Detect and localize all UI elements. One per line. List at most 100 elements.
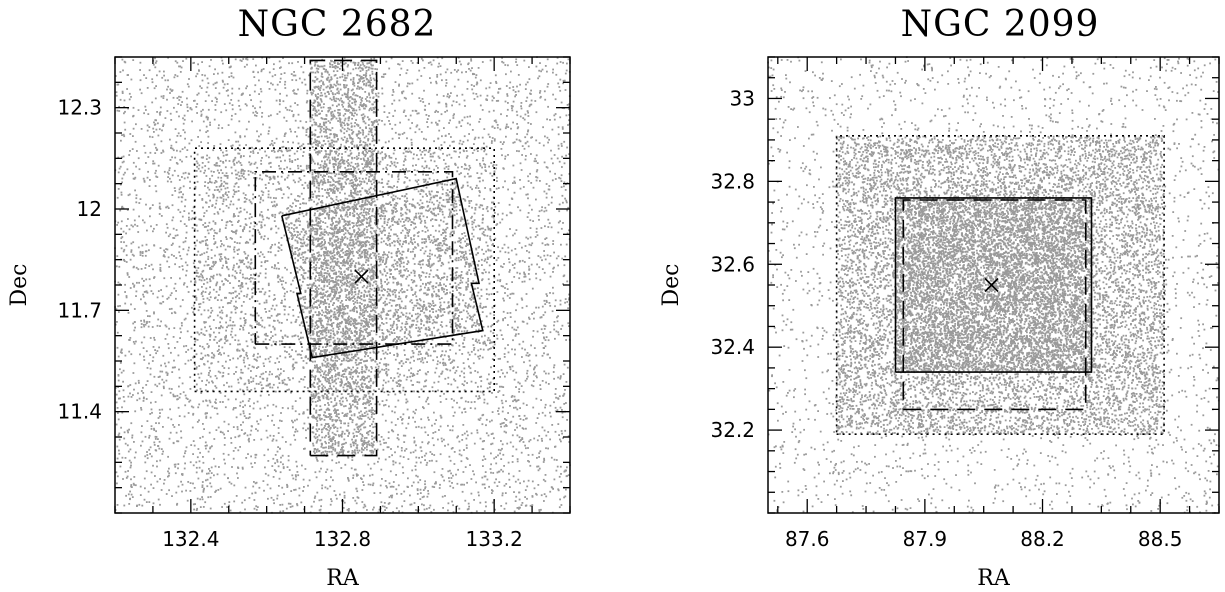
star-point xyxy=(163,254,165,257)
star-point xyxy=(335,100,337,103)
star-point xyxy=(467,243,469,246)
star-point xyxy=(163,70,165,73)
star-point xyxy=(185,156,188,158)
star-point xyxy=(560,480,563,483)
star-point xyxy=(558,506,561,509)
star-point xyxy=(151,136,154,138)
star-point xyxy=(292,309,294,311)
star-point xyxy=(149,284,151,287)
star-point xyxy=(398,316,400,319)
star-point xyxy=(315,476,318,479)
star-point xyxy=(454,150,457,153)
star-point xyxy=(481,335,483,338)
star-point xyxy=(522,419,525,421)
star-point xyxy=(115,94,118,97)
star-point xyxy=(449,215,452,218)
star-point xyxy=(143,355,145,358)
star-point xyxy=(152,230,154,233)
star-point xyxy=(391,174,393,177)
star-point xyxy=(280,420,283,422)
star-point xyxy=(516,303,519,306)
star-point xyxy=(389,123,391,125)
star-point xyxy=(432,359,435,362)
star-point xyxy=(512,100,515,103)
star-point xyxy=(516,426,518,429)
star-point xyxy=(223,444,226,446)
star-point xyxy=(471,220,474,223)
star-point xyxy=(274,333,277,336)
star-point xyxy=(541,242,544,245)
star-point xyxy=(560,142,563,145)
star-point xyxy=(157,164,160,167)
star-point xyxy=(335,278,337,281)
star-point xyxy=(132,172,134,175)
star-point xyxy=(520,385,523,387)
star-point xyxy=(471,129,474,131)
star-point xyxy=(456,170,459,173)
star-point xyxy=(547,188,550,191)
star-point xyxy=(461,71,463,74)
star-point xyxy=(283,493,285,495)
star-point xyxy=(218,288,221,291)
star-point xyxy=(132,135,134,137)
star-point xyxy=(303,175,306,177)
star-point xyxy=(145,398,148,400)
star-point xyxy=(250,389,253,391)
star-point xyxy=(233,484,236,487)
star-point xyxy=(278,321,281,324)
star-point xyxy=(149,179,151,181)
star-point xyxy=(424,385,427,388)
star-point xyxy=(503,243,506,246)
star-point xyxy=(453,378,455,381)
star-point xyxy=(355,502,358,505)
star-point xyxy=(518,150,520,153)
star-point xyxy=(488,86,491,89)
star-point xyxy=(523,280,526,283)
star-point xyxy=(158,202,161,205)
star-point xyxy=(411,484,413,487)
star-point xyxy=(508,261,511,264)
star-point xyxy=(133,388,135,391)
star-point xyxy=(281,276,284,279)
star-point xyxy=(231,114,233,117)
star-point xyxy=(161,378,164,381)
star-point xyxy=(466,508,469,511)
star-point xyxy=(545,495,548,498)
star-point xyxy=(452,114,455,117)
star-point xyxy=(456,401,458,404)
star-point xyxy=(520,169,523,171)
star-point xyxy=(125,244,128,247)
star-point xyxy=(490,293,493,295)
star-point xyxy=(515,309,517,312)
star-point xyxy=(442,507,444,509)
star-point xyxy=(424,487,426,490)
star-point xyxy=(394,451,396,454)
star-point xyxy=(511,109,514,112)
star-point xyxy=(224,182,227,185)
star-point xyxy=(151,326,154,328)
star-point xyxy=(458,453,461,456)
star-point xyxy=(133,254,135,257)
star-point xyxy=(381,225,384,228)
star-point xyxy=(305,101,308,104)
star-point xyxy=(123,135,126,138)
star-point xyxy=(155,224,158,226)
star-point xyxy=(486,387,489,390)
star-point xyxy=(258,135,260,138)
star-point xyxy=(243,65,246,68)
star-point xyxy=(499,279,502,281)
star-point xyxy=(297,126,300,129)
star-point xyxy=(291,246,293,249)
star-point xyxy=(365,82,368,85)
star-point xyxy=(519,482,521,485)
star-point xyxy=(202,400,205,403)
star-point xyxy=(496,279,499,282)
star-point xyxy=(528,359,531,362)
star-point xyxy=(179,327,182,330)
star-point xyxy=(525,417,528,420)
star-point xyxy=(487,337,490,339)
star-point xyxy=(512,89,515,92)
star-point xyxy=(557,133,560,136)
star-point xyxy=(197,92,200,95)
star-point xyxy=(208,325,211,328)
